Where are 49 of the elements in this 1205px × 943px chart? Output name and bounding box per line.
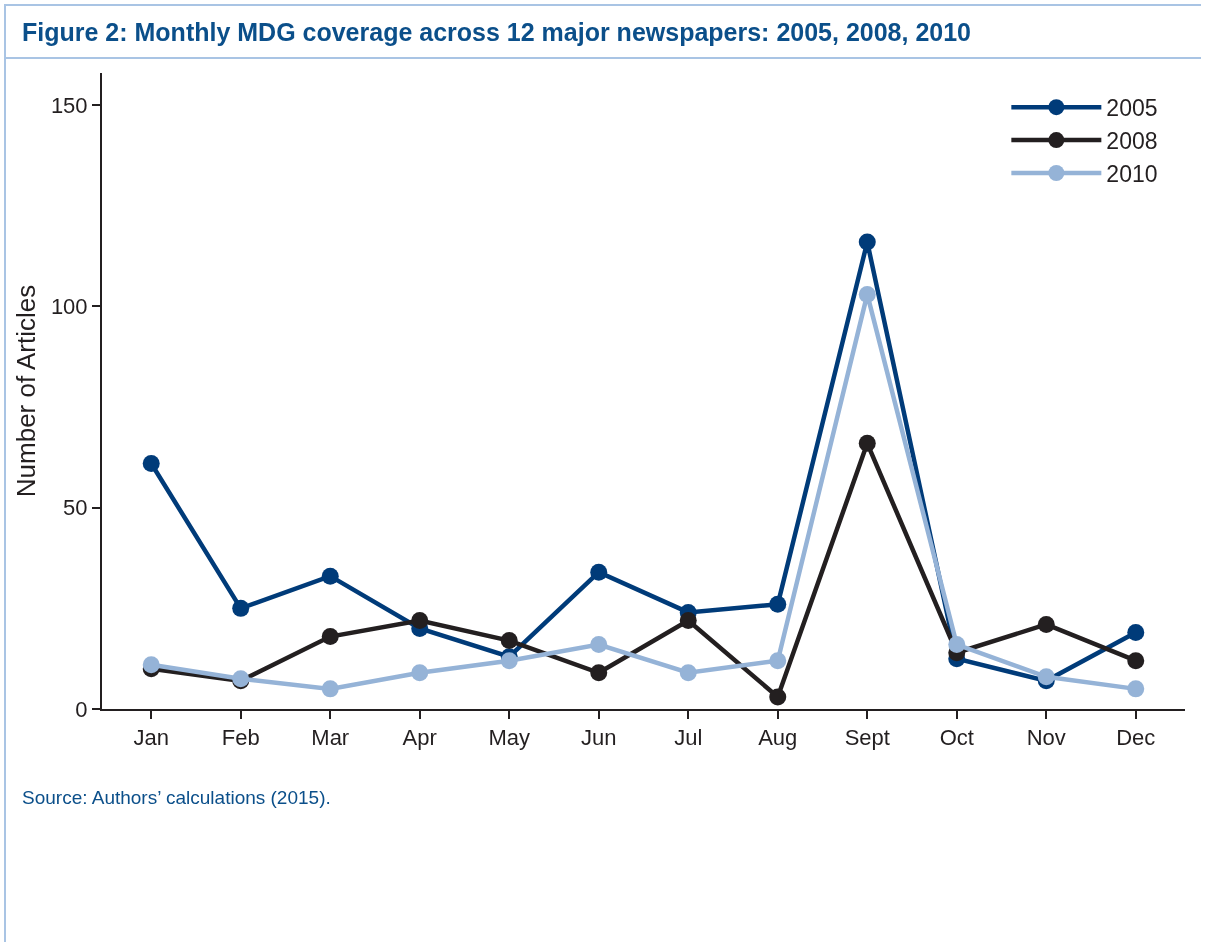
point bbox=[769, 595, 787, 613]
y-tick-label: 50 bbox=[63, 495, 88, 521]
x-tick-label: Nov bbox=[1026, 725, 1066, 751]
x-tick-label: Dec bbox=[1116, 725, 1156, 751]
y-axis-title: Number of Articles bbox=[10, 284, 41, 498]
x-tick-label: Jan bbox=[133, 725, 169, 751]
point bbox=[1037, 668, 1055, 686]
y-tick-label: 0 bbox=[75, 696, 88, 722]
legend-label: 2008 bbox=[1106, 128, 1158, 155]
y-tick-label: 100 bbox=[50, 294, 88, 320]
x-tick-label: May bbox=[488, 725, 531, 751]
point bbox=[590, 664, 608, 682]
point bbox=[142, 454, 160, 472]
point bbox=[142, 656, 160, 674]
point bbox=[858, 285, 876, 303]
point bbox=[1127, 680, 1145, 698]
point bbox=[321, 567, 339, 585]
chart-title: Figure 2: Monthly MDG coverage across 12 major newspapers: 2005, 2008, 2010 bbox=[6, 6, 1201, 59]
x-tick-label: Apr bbox=[402, 725, 437, 751]
point bbox=[411, 664, 429, 682]
point bbox=[1127, 652, 1145, 670]
point bbox=[321, 628, 339, 646]
point bbox=[858, 233, 876, 251]
point bbox=[1037, 615, 1055, 633]
point bbox=[590, 563, 608, 581]
point bbox=[321, 680, 339, 698]
point bbox=[769, 688, 787, 706]
point bbox=[590, 636, 608, 654]
point bbox=[679, 611, 697, 629]
point bbox=[500, 652, 518, 670]
x-tick-label: Mar bbox=[311, 725, 350, 751]
x-tick-label: Sept bbox=[844, 725, 890, 751]
point bbox=[232, 599, 250, 617]
legend-label: 2010 bbox=[1106, 160, 1158, 187]
legend-label: 2005 bbox=[1106, 95, 1158, 122]
source-note: Source: Authors’ calculations (2015). bbox=[21, 787, 332, 809]
x-tick-label: Jun bbox=[581, 725, 617, 751]
point bbox=[1127, 624, 1145, 642]
point bbox=[948, 636, 966, 654]
point bbox=[769, 652, 787, 670]
point bbox=[500, 632, 518, 650]
x-tick-label: Aug bbox=[758, 725, 798, 751]
point bbox=[858, 434, 876, 452]
point bbox=[679, 664, 697, 682]
point bbox=[411, 611, 429, 629]
x-tick-label: Oct bbox=[939, 725, 974, 751]
x-tick-label: Jul bbox=[674, 725, 703, 751]
y-tick-label: 150 bbox=[50, 92, 88, 118]
x-tick-label: Feb bbox=[221, 725, 260, 751]
